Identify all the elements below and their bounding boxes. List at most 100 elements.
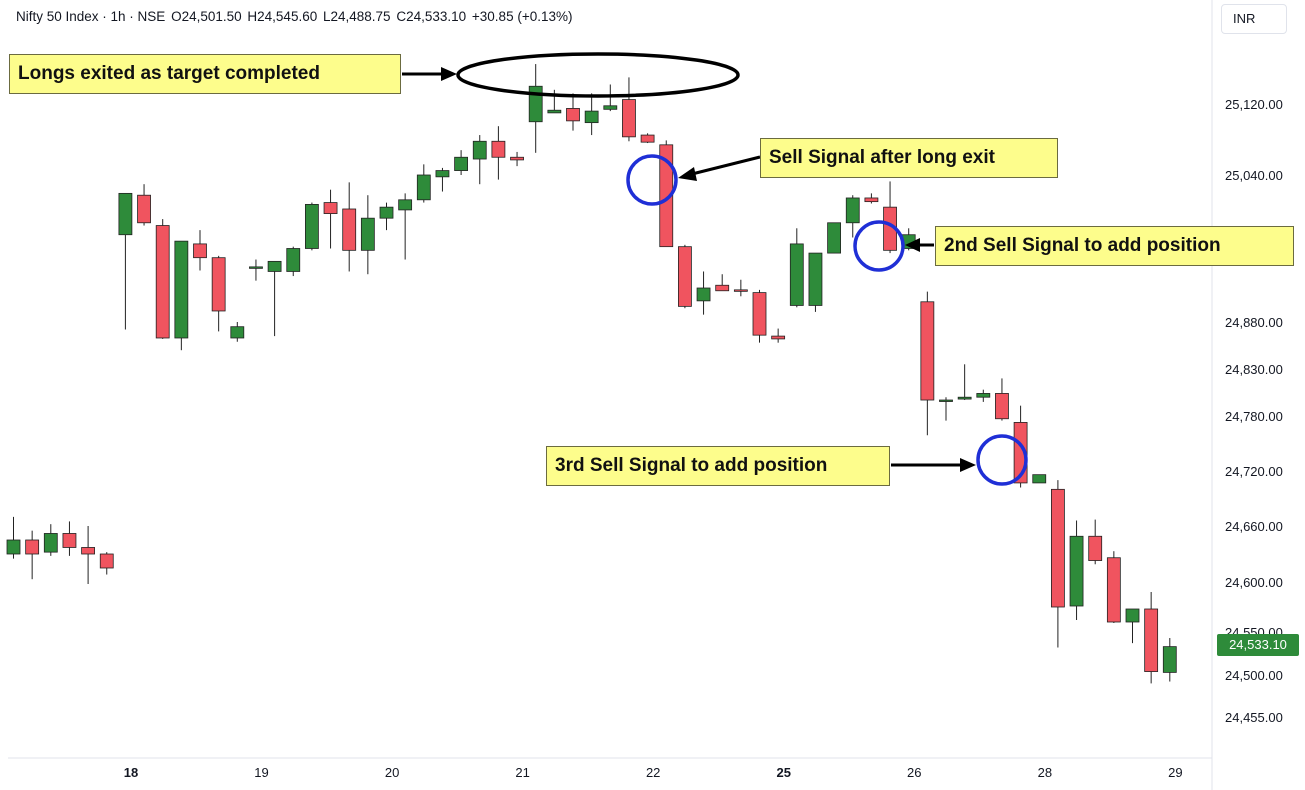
- candle-body: [603, 105, 618, 110]
- candle-body: [174, 240, 189, 339]
- candle: [995, 378, 1009, 421]
- candle: [808, 252, 823, 312]
- x-tick-label: 20: [385, 765, 399, 780]
- candle: [81, 526, 95, 584]
- candle: [1125, 608, 1140, 644]
- candle: [976, 389, 991, 402]
- candle-body: [547, 109, 562, 114]
- candle-body: [771, 335, 786, 340]
- candle: [137, 184, 151, 226]
- y-tick-label: 24,600.00: [1225, 575, 1283, 590]
- candle: [491, 126, 506, 180]
- candle-body: [752, 292, 767, 336]
- candle: [25, 530, 40, 580]
- candle: [1162, 638, 1177, 682]
- candle-body: [25, 539, 40, 555]
- candle-body: [1125, 608, 1140, 623]
- x-tick-label: 21: [515, 765, 529, 780]
- candle-body: [1088, 535, 1103, 561]
- high-value: H24,545.60: [247, 9, 318, 24]
- candle-body: [379, 206, 394, 219]
- candle: [789, 228, 804, 308]
- candle: [920, 291, 935, 436]
- candle-body: [99, 553, 114, 569]
- candle: [715, 274, 730, 292]
- y-tick-label: 24,780.00: [1225, 409, 1283, 424]
- candle-body: [249, 266, 263, 269]
- candle-body: [193, 243, 207, 259]
- second-sell-callout: 2nd Sell Signal to add position: [935, 226, 1294, 266]
- candle: [1106, 551, 1121, 623]
- candle: [733, 279, 748, 297]
- candle-body: [584, 110, 599, 124]
- candle-body: [323, 202, 338, 214]
- candle: [864, 193, 879, 204]
- candle: [62, 521, 77, 556]
- candle-body: [789, 243, 804, 306]
- close-value: C24,533.10: [396, 9, 467, 24]
- y-tick-label: 24,660.00: [1225, 519, 1283, 534]
- x-tick-label: 18: [124, 765, 138, 780]
- candle: [584, 93, 599, 136]
- candle: [43, 524, 58, 556]
- x-tick-label: 22: [646, 765, 660, 780]
- candle-body: [62, 533, 77, 548]
- long-exit-callout: Longs exited as target completed: [9, 54, 401, 94]
- candle: [342, 182, 357, 272]
- candle: [193, 230, 207, 271]
- candle: [845, 195, 860, 238]
- candle: [528, 64, 543, 153]
- candle: [678, 244, 692, 309]
- candle-body: [230, 326, 245, 339]
- candle-body: [566, 108, 580, 122]
- candle-body: [1144, 608, 1159, 672]
- candle: [827, 222, 841, 254]
- candle-body: [1069, 535, 1084, 607]
- symbol-label[interactable]: Nifty 50 Index · 1h · NSE: [16, 9, 166, 24]
- candle: [360, 195, 375, 275]
- sell-signal-circle: [626, 154, 678, 206]
- candle: [379, 202, 394, 231]
- long-exit-arrow: [441, 67, 457, 81]
- candle: [155, 219, 170, 339]
- candle: [211, 255, 226, 332]
- candle-body: [510, 156, 524, 161]
- candle: [454, 150, 469, 175]
- candle: [566, 93, 580, 131]
- candle: [659, 140, 674, 248]
- candle-body: [118, 192, 133, 236]
- candle-body: [808, 252, 823, 306]
- low-value: L24,488.75: [322, 9, 391, 24]
- x-tick-label: 19: [254, 765, 268, 780]
- candle-body: [845, 197, 860, 224]
- candle-body: [696, 287, 711, 302]
- candle-body: [81, 547, 95, 555]
- candle-body: [43, 533, 58, 553]
- candle-body: [416, 174, 431, 201]
- candle: [939, 397, 953, 421]
- candle: [323, 189, 338, 249]
- change-value: +30.85 (+0.13%): [471, 9, 573, 24]
- currency-selector[interactable]: INR: [1221, 4, 1287, 34]
- candle-body: [398, 199, 413, 211]
- candle: [286, 246, 301, 277]
- candle-body: [939, 399, 953, 402]
- candle-body: [342, 208, 357, 251]
- x-tick-label: 25: [777, 765, 791, 780]
- candle: [771, 328, 786, 343]
- sell-signal-arrow: [678, 167, 697, 181]
- candle: [1069, 520, 1084, 620]
- candle: [472, 135, 487, 185]
- candle-body: [472, 140, 487, 160]
- candle: [640, 133, 655, 144]
- candle: [174, 240, 189, 351]
- candle-body: [678, 246, 692, 307]
- candle-body: [6, 539, 21, 555]
- candle: [304, 202, 319, 251]
- candle: [267, 260, 282, 337]
- candle: [957, 364, 972, 401]
- x-tick-label: 26: [907, 765, 921, 780]
- candle: [435, 167, 450, 192]
- candle: [398, 193, 413, 260]
